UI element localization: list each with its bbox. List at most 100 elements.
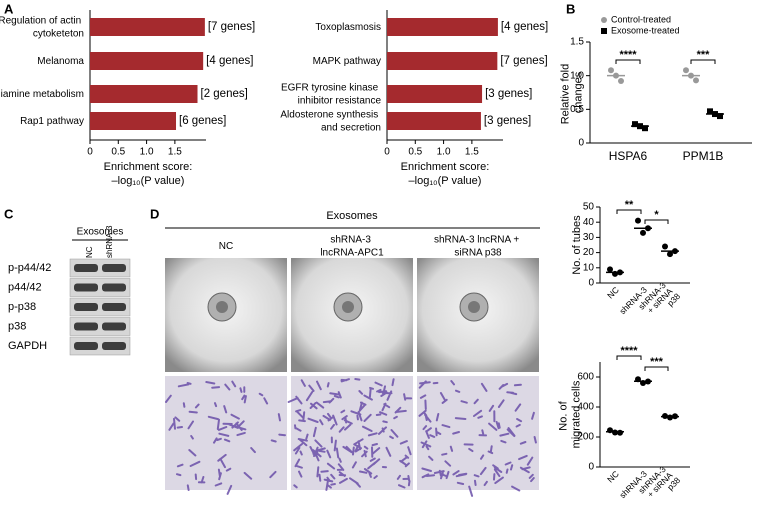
category-label: Regulation of actin cytoketeton xyxy=(0,15,84,39)
blot-row-label: p-p38 xyxy=(8,301,36,313)
blot-band xyxy=(102,264,126,272)
y-tick-label: 50 xyxy=(583,202,595,213)
legend-marker xyxy=(601,28,607,34)
tube-center xyxy=(468,301,480,313)
panel-label: C xyxy=(4,206,14,221)
y-tick-label: 30 xyxy=(583,232,595,243)
y-tick-label: 10 xyxy=(583,262,595,273)
bar-label: [3 genes] xyxy=(485,88,532,100)
y-tick-label: 20 xyxy=(583,247,595,258)
y-tick-label: 600 xyxy=(577,372,594,383)
category-label: Toxoplasmosis xyxy=(315,22,381,33)
panel-label: A xyxy=(4,1,14,16)
x-tick-label: 1.5 xyxy=(465,147,479,158)
significance-label: **** xyxy=(619,49,637,61)
y-tick-label: 0 xyxy=(578,138,584,149)
point xyxy=(662,243,668,250)
x-tick-label: NC xyxy=(605,469,621,485)
point xyxy=(632,121,638,128)
x-tick-label: 1.0 xyxy=(437,147,451,158)
tube-center xyxy=(342,301,354,313)
y-tick-label: 1.0 xyxy=(570,70,584,81)
point xyxy=(667,414,673,421)
bar-label: [3 genes] xyxy=(484,115,531,127)
significance-bracket xyxy=(616,209,642,214)
cells xyxy=(418,380,537,497)
y-tick-label: 0 xyxy=(588,278,594,289)
x-axis-label: –log₁₀(P value) xyxy=(409,175,482,187)
blot-band xyxy=(102,342,126,350)
y-tick-label: 0 xyxy=(588,462,594,473)
x-tick-label: 0.5 xyxy=(111,147,125,158)
bar xyxy=(90,18,205,36)
x-tick-label: shRNA-3 + siRNA p38 xyxy=(637,278,683,324)
x-tick-label: 0 xyxy=(87,147,93,158)
bar-label: [4 genes] xyxy=(501,21,548,33)
significance-label: ** xyxy=(625,199,634,211)
y-tick-label: 400 xyxy=(577,402,594,413)
bar-label: [7 genes] xyxy=(500,55,547,67)
x-axis-label: –log₁₀(P value) xyxy=(112,175,185,187)
bar-label: [2 genes] xyxy=(201,88,248,100)
x-tick-label: 1.0 xyxy=(140,147,154,158)
lane-label: shRNA-3 xyxy=(105,225,114,258)
x-tick-label: 0.5 xyxy=(408,147,422,158)
point xyxy=(717,113,723,120)
point xyxy=(640,229,646,236)
bar xyxy=(90,85,198,103)
significance-label: *** xyxy=(697,49,711,61)
point xyxy=(667,251,673,258)
point xyxy=(707,108,713,115)
point xyxy=(617,429,623,436)
significance-bracket xyxy=(644,366,669,371)
category-label: MAPK pathway xyxy=(313,56,381,67)
point xyxy=(693,77,699,84)
y-axis-label: No. of migrated cells xyxy=(557,380,582,448)
legend-label: Control-treated xyxy=(611,14,671,24)
lane-label: NC xyxy=(85,246,94,258)
y-tick-label: 40 xyxy=(583,217,595,228)
blot-strip xyxy=(69,297,131,317)
bar xyxy=(387,52,498,70)
cells xyxy=(287,378,413,491)
x-tick-label: 1.5 xyxy=(168,147,182,158)
x-tick-label: 0 xyxy=(384,147,390,158)
blot-row-label: p44/42 xyxy=(8,281,42,293)
bar-label: [6 genes] xyxy=(179,115,226,127)
blot-band xyxy=(74,342,98,350)
micrograph-title: Exosomes xyxy=(326,210,378,222)
blot-band xyxy=(74,303,98,311)
significance-bracket xyxy=(616,355,642,360)
bar xyxy=(90,112,177,130)
point xyxy=(642,125,648,132)
x-tick-label: NC xyxy=(605,285,621,301)
bar xyxy=(90,52,204,70)
category-label: Aldosterone synthesis and secretion xyxy=(280,109,381,133)
blot-band xyxy=(102,303,126,311)
panel-label: B xyxy=(566,1,575,16)
y-axis-label: Relative fold changes xyxy=(559,61,584,125)
x-tick-label: PPM1B xyxy=(683,149,724,163)
point xyxy=(608,67,614,74)
significance-bracket xyxy=(644,219,669,224)
blot-band xyxy=(74,322,98,331)
x-tick-label: HSPA6 xyxy=(609,149,648,163)
category-label: Thiamine metabolism xyxy=(0,89,84,100)
column-label: shRNA-3 lncRNA + siRNA p38 xyxy=(434,234,522,258)
significance-bracket xyxy=(690,59,716,64)
legend-marker xyxy=(601,17,607,23)
blot-row-label: p38 xyxy=(8,320,26,332)
x-tick-label: shRNA-3 + siRNA p38 xyxy=(637,462,683,508)
category-label: Melanoma xyxy=(37,56,84,67)
category-label: Rap1 pathway xyxy=(20,116,84,127)
tube-center xyxy=(216,301,228,313)
blot-strip xyxy=(69,258,131,278)
category-label: EGFR tyrosine kinase inhibitor resistanc… xyxy=(281,82,381,106)
legend-label: Exosome-treated xyxy=(611,25,680,35)
bar xyxy=(387,85,483,103)
blot-band xyxy=(74,283,98,292)
y-tick-label: 0.5 xyxy=(570,104,584,115)
point xyxy=(618,78,624,85)
bar-label: [7 genes] xyxy=(208,21,255,33)
